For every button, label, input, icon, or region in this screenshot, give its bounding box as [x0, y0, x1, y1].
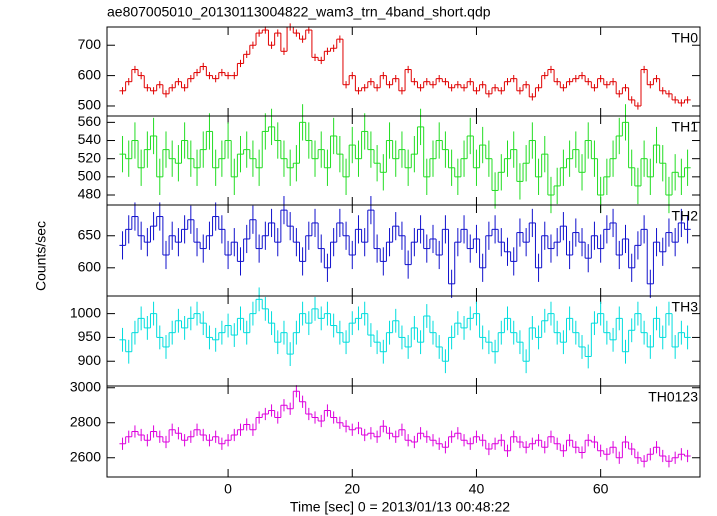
y-tick-label: 950	[78, 328, 102, 344]
panel-label: TH0123	[648, 389, 698, 405]
panel-frame	[106, 26, 701, 117]
x-axis-label: Time [sec] 0 = 2013/01/13 00:48:22	[290, 499, 510, 515]
y-tick-label: 2800	[70, 413, 101, 429]
panel-label: TH1	[672, 119, 699, 135]
y-tick-label: 480	[78, 186, 102, 202]
y-tick-label: 600	[78, 259, 102, 275]
x-tick-label: 20	[344, 481, 360, 497]
panel-label: TH3	[672, 299, 699, 315]
y-tick-label: 600	[78, 66, 102, 82]
y-tick-label: 500	[78, 97, 102, 113]
panel-label: TH2	[672, 208, 699, 224]
panel-frame	[106, 385, 701, 478]
y-tick-label: 540	[78, 131, 102, 147]
y-tick-label: 650	[78, 226, 102, 242]
y-tick-label: 700	[78, 36, 102, 52]
y-tick-label: 3000	[70, 378, 101, 394]
x-tick-label: 60	[593, 481, 609, 497]
y-tick-label: 900	[78, 352, 102, 368]
chart-title: ae807005010_20130113004822_wam3_trn_4ban…	[107, 4, 491, 20]
x-tick-label: 0	[224, 481, 232, 497]
y-axis-label: Counts/sec	[33, 221, 49, 291]
panel-frame	[106, 204, 701, 297]
y-tick-label: 520	[78, 149, 102, 165]
y-tick-label: 560	[78, 113, 102, 129]
y-tick-label: 1000	[70, 304, 101, 320]
panel-label: TH0	[672, 30, 699, 46]
x-tick-label: 40	[469, 481, 485, 497]
panel-frame	[106, 295, 701, 387]
y-tick-label: 500	[78, 168, 102, 184]
y-tick-label: 2600	[70, 448, 101, 464]
panel-frame	[106, 115, 701, 206]
